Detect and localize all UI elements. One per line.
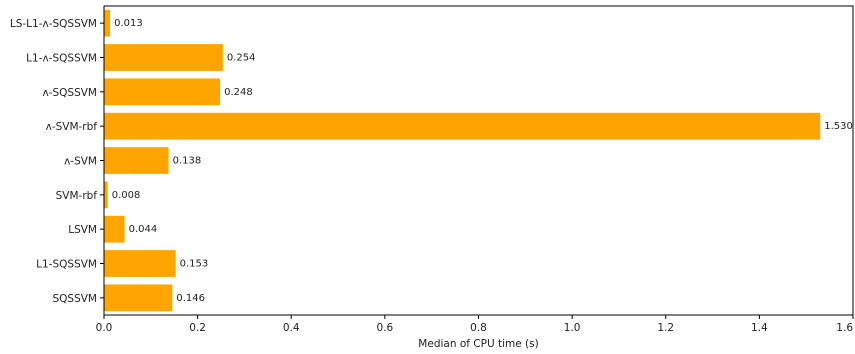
bars-group <box>104 9 821 312</box>
x-tick-label-3: 0.6 <box>377 322 394 334</box>
x-tick-label-6: 1.2 <box>657 322 674 334</box>
x-tick-label-8: 1.6 <box>836 322 853 334</box>
category-label-1: L1-ʌ-SQSSVM <box>26 53 97 65</box>
data-label-1: 0.254 <box>227 53 256 64</box>
data-label-3: 1.530 <box>824 121 853 132</box>
x-tick-label-2: 0.4 <box>283 322 300 334</box>
data-label-0: 0.013 <box>114 18 143 29</box>
x-tick-label-7: 1.4 <box>751 322 768 334</box>
bar-7 <box>104 250 176 277</box>
data-label-5: 0.008 <box>112 190 141 201</box>
x-tick-label-5: 1.0 <box>564 322 581 334</box>
x-tick-label-0: 0.0 <box>96 322 113 334</box>
data-label-4: 0.138 <box>173 156 202 167</box>
category-label-5: SVM-rbf <box>56 190 98 202</box>
bar-5 <box>104 181 108 209</box>
data-label-7: 0.153 <box>180 259 209 270</box>
x-tick-label-1: 0.2 <box>189 322 206 334</box>
plot-frame <box>103 5 854 316</box>
data-label-8: 0.146 <box>176 293 205 304</box>
bar-4 <box>104 147 169 174</box>
category-label-7: L1-SQSSVM <box>36 259 97 271</box>
bar-8 <box>104 284 173 312</box>
category-label-2: ʌ-SQSSVM <box>42 87 97 99</box>
category-label-6: LSVM <box>68 224 97 236</box>
bar-6 <box>104 215 125 243</box>
x-ticks-group: 0.0 0.2 0.4 0.6 0.8 1.0 1.2 1.4 1.6 <box>96 315 854 334</box>
category-labels-group: LS-L1-ʌ-SQSSVM L1-ʌ-SQSSVM ʌ-SQSSVM ʌ-SVM-r… <box>10 18 104 305</box>
bar-2 <box>104 78 221 106</box>
x-tick-label-4: 0.8 <box>470 322 487 334</box>
category-label-8: SQSSVM <box>52 293 97 305</box>
x-axis-label: Median of CPU time (s) <box>418 338 538 350</box>
category-label-4: ʌ-SVM <box>64 156 97 168</box>
category-label-3: ʌ-SVM-rbf <box>46 121 98 133</box>
data-label-2: 0.248 <box>224 87 253 98</box>
category-label-0: LS-L1-ʌ-SQSSVM <box>10 18 97 30</box>
data-label-6: 0.044 <box>129 224 158 235</box>
bar-0 <box>104 9 111 37</box>
bar-3 <box>104 112 821 140</box>
bar-1 <box>104 44 223 71</box>
data-labels-group: 0.013 0.254 0.248 1.530 0.138 0.008 0.044 0.153… <box>112 18 853 304</box>
